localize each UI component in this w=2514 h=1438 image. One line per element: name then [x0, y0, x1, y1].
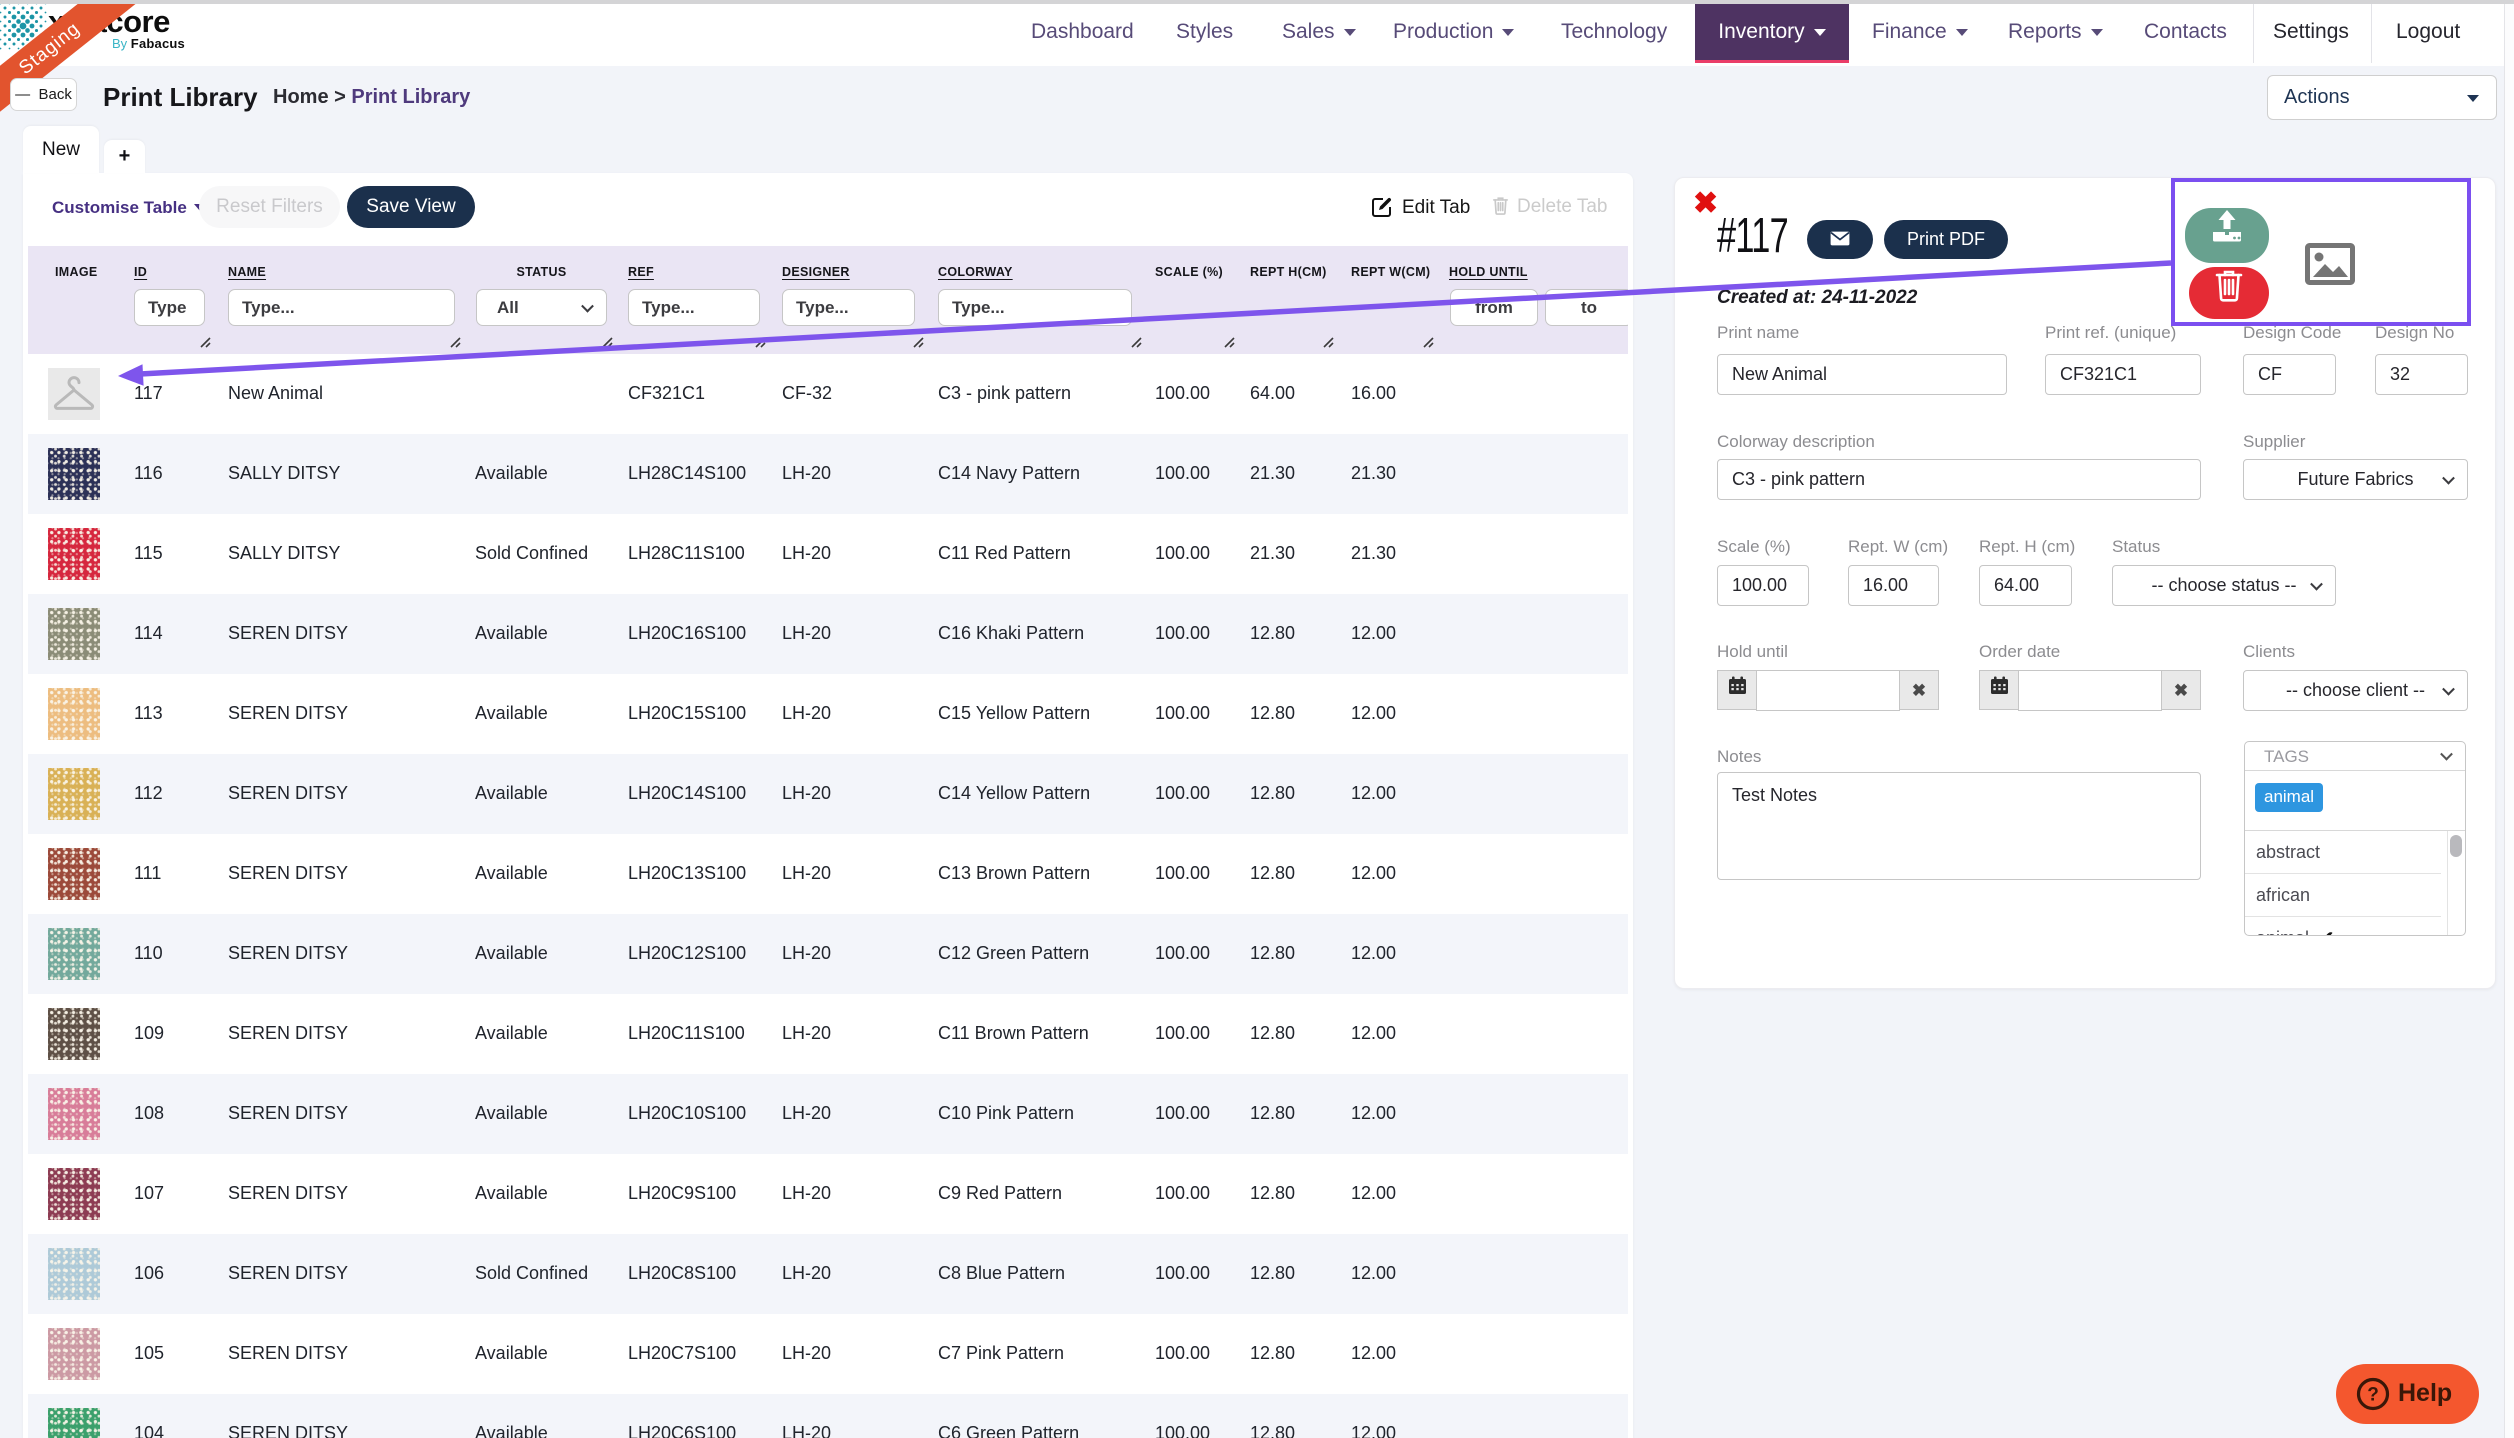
svg-text:?: ? [2367, 1385, 2379, 1406]
